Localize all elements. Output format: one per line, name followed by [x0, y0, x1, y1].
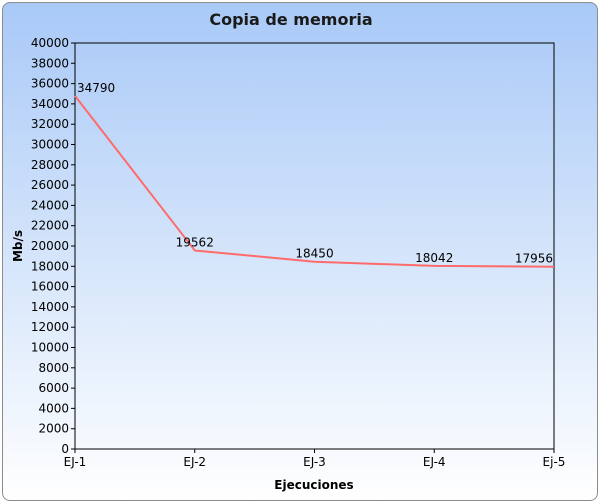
- x-tick-label: EJ-3: [303, 455, 326, 469]
- y-tick-label: 32000: [31, 117, 69, 131]
- y-tick-label: 38000: [31, 56, 69, 70]
- y-tick-label: 26000: [31, 178, 69, 192]
- x-tick-label: Ej-5: [543, 455, 566, 469]
- y-axis-title: Mb/s: [11, 230, 25, 262]
- data-label: 18450: [295, 247, 333, 261]
- x-tick-label: EJ-1: [64, 455, 87, 469]
- series-group: [74, 95, 555, 268]
- y-tick-label: 0: [61, 442, 69, 456]
- y-axis: 0 2000 4000 6000 8000 10000 12000 14000 16000 180…: [31, 36, 75, 456]
- data-label: 19562: [176, 235, 214, 249]
- x-tick-label: EJ-4: [423, 455, 446, 469]
- y-tick-label: 12000: [31, 320, 69, 334]
- data-labels: 34790 19562 18450 18042 17956: [77, 81, 553, 266]
- y-tick-label: 10000: [31, 341, 69, 355]
- y-tick-label: 40000: [31, 36, 69, 50]
- y-tick-label: 6000: [38, 381, 69, 395]
- data-label: 34790: [77, 81, 115, 95]
- x-axis-title: Ejecuciones: [274, 478, 353, 492]
- x-axis: EJ-1 EJ-2 EJ-3 EJ-4 Ej-5: [64, 449, 566, 469]
- y-tick-label: 4000: [38, 401, 69, 415]
- series-line: [74, 95, 555, 268]
- y-tick-label: 36000: [31, 77, 69, 91]
- chart-title: Copia de memoria: [209, 10, 372, 29]
- y-tick-label: 14000: [31, 300, 69, 314]
- y-tick-label: 16000: [31, 280, 69, 294]
- data-label: 17956: [515, 252, 553, 266]
- y-tick-label: 22000: [31, 219, 69, 233]
- y-tick-label: 24000: [31, 198, 69, 212]
- y-tick-label: 20000: [31, 239, 69, 253]
- data-label: 18042: [415, 251, 453, 265]
- y-tick-label: 30000: [31, 138, 69, 152]
- line-chart: Copia de memoria 0 2000 4000 6000 8000 10000 1…: [11, 10, 566, 492]
- y-tick-label: 2000: [38, 422, 69, 436]
- x-tick-label: EJ-2: [183, 455, 206, 469]
- y-tick-label: 8000: [38, 361, 69, 375]
- y-tick-label: 28000: [31, 158, 69, 172]
- y-tick-label: 34000: [31, 97, 69, 111]
- y-tick-label: 18000: [31, 259, 69, 273]
